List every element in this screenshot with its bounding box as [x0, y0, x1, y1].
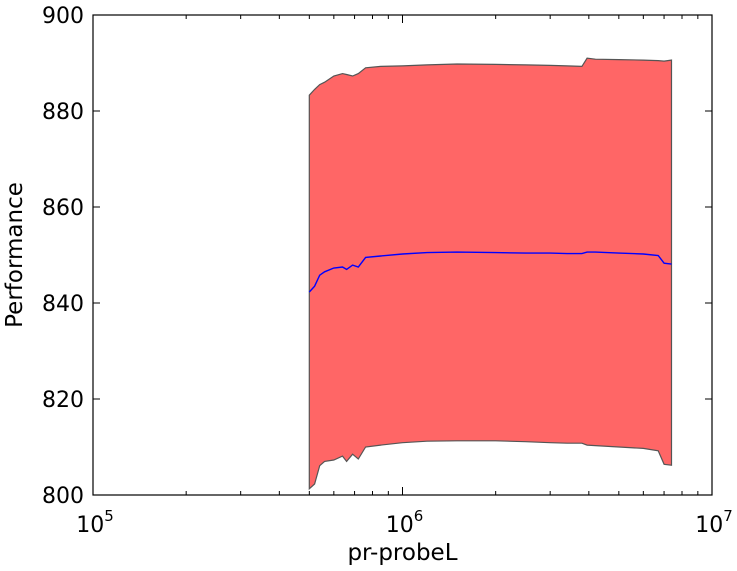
y-tick-label: 800: [42, 484, 84, 509]
y-tick-label: 840: [42, 292, 84, 317]
y-tick-label: 860: [42, 196, 84, 221]
y-tick-labels: 800 820 840 860 880 900: [42, 4, 84, 509]
x-tick-label: 107: [695, 507, 733, 538]
mean-line: [308, 251, 672, 293]
y-tick-label: 900: [42, 4, 84, 29]
confidence-band: [308, 57, 673, 491]
y-axis-label: Performance: [2, 182, 28, 328]
x-tick-label: 106: [386, 507, 424, 538]
y-tick-label: 820: [42, 388, 84, 413]
x-axis-label: pr-probeL: [347, 540, 457, 566]
y-tick-label: 880: [42, 100, 84, 125]
plot-frame: [92, 14, 713, 496]
x-tick-label: 105: [76, 507, 114, 538]
x-tick-labels: 105 106 107: [76, 507, 733, 538]
